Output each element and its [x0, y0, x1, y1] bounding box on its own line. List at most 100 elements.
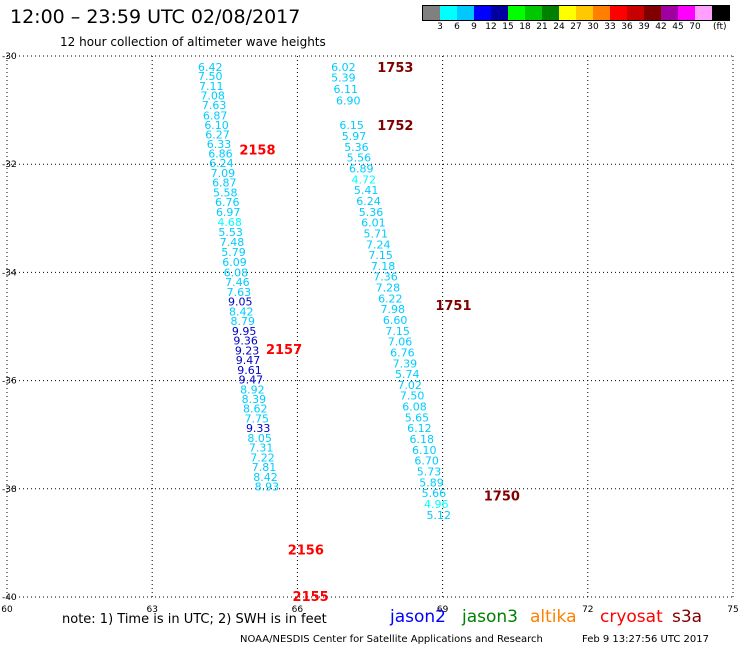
- color-scale-tick-label: 70: [689, 22, 701, 32]
- wave-height-label: 6.60: [383, 314, 408, 327]
- wave-height-label: 5.66: [422, 487, 447, 500]
- legend-jason2: jason2: [390, 607, 446, 627]
- wave-height-label: 6.70: [414, 455, 439, 468]
- wave-height-label: 6.11: [334, 83, 359, 96]
- color-scale-tick-label: 33: [604, 22, 616, 32]
- pass-time-label: 2155: [293, 590, 329, 605]
- wave-height-label: 7.11: [199, 80, 224, 93]
- wave-height-label: 7.06: [388, 336, 413, 349]
- pass-time-label: 2158: [239, 144, 275, 159]
- color-swatch: [457, 6, 474, 20]
- wave-height-label: 7.08: [200, 89, 225, 102]
- color-swatch: [474, 6, 491, 20]
- legend-s3a: s3a: [672, 607, 703, 627]
- color-scale-tick-label: 27: [570, 22, 582, 32]
- wave-height-label: 6.10: [204, 119, 229, 132]
- wave-height-label: 5.71: [364, 227, 389, 240]
- color-scale-tick-label: 30: [587, 22, 599, 32]
- x-tick-label: 69: [437, 605, 449, 615]
- pass-time-label: 2157: [266, 343, 302, 358]
- wave-height-label: 6.33: [207, 138, 232, 151]
- wave-height-label: 9.33: [246, 422, 271, 435]
- wave-height-label: 6.02: [331, 61, 356, 74]
- wave-height-label: 6.01: [361, 217, 386, 230]
- color-swatch: [695, 6, 712, 20]
- color-scale-tick-label: 15: [502, 22, 514, 32]
- y-tick-label: -32: [2, 160, 17, 170]
- pass-time-label: 1753: [377, 61, 413, 76]
- wave-height-label: 7.50: [198, 70, 223, 83]
- wave-height-label: 7.48: [220, 236, 245, 249]
- wave-height-label: 7.46: [225, 276, 250, 289]
- wave-height-label: 6.12: [407, 422, 432, 435]
- wave-height-label: 7.36: [373, 271, 398, 284]
- wave-height-label: 5.65: [405, 411, 430, 424]
- wave-height-label: 8.42: [253, 471, 278, 484]
- wave-height-label: 5.79: [221, 246, 246, 259]
- wave-height-label: 4.72: [351, 173, 376, 186]
- wave-height-label: 5.73: [417, 465, 442, 478]
- legend-jason3: jason3: [462, 607, 518, 627]
- footer-generated-time: Feb 9 13:27:56 UTC 2017: [582, 634, 709, 645]
- wave-height-label: 8.92: [240, 383, 265, 396]
- color-swatch: [491, 6, 508, 20]
- wave-height-label: 6.24: [356, 195, 381, 208]
- wave-height-color-scale: (ft) 3 6 9 12 15 18 21 24 27 30 33 36 39 42 45 70: [422, 5, 730, 33]
- page-subtitle: 12 hour collection of altimeter wave hei…: [60, 35, 326, 49]
- x-tick-label: 60: [1, 605, 13, 615]
- wave-height-label: 6.10: [412, 444, 437, 457]
- footer-note: note: 1) Time is in UTC; 2) SWH is in fe…: [62, 612, 327, 627]
- wave-height-label: 7.18: [371, 260, 396, 273]
- wave-height-label: 7.75: [244, 412, 269, 425]
- color-scale-tick-label: 24: [553, 22, 565, 32]
- wave-height-label: 5.56: [347, 152, 372, 165]
- wave-height-label: 5.36: [344, 141, 369, 154]
- wave-height-label: 8.62: [243, 403, 268, 416]
- color-scale-tick-label: 42: [655, 22, 667, 32]
- pass-time-label: 2156: [288, 543, 324, 558]
- wave-height-label: 9.47: [236, 354, 261, 367]
- wave-height-label: 6.18: [410, 433, 435, 446]
- color-swatch: [559, 6, 576, 20]
- wave-height-label: 5.97: [342, 130, 367, 143]
- color-scale-tick-label: 6: [454, 22, 460, 32]
- color-swatch: [678, 6, 695, 20]
- x-tick-label: 72: [582, 605, 593, 615]
- legend-altika: altika: [530, 607, 577, 627]
- wave-height-label: 7.31: [249, 442, 274, 455]
- color-swatch: [440, 6, 457, 20]
- wave-height-label: 7.24: [366, 238, 391, 251]
- wave-height-label: 7.50: [400, 390, 425, 403]
- color-swatch: [508, 6, 525, 20]
- wave-height-label: 5.53: [218, 226, 243, 239]
- wave-height-label: 6.09: [222, 256, 247, 269]
- color-scale-ticks: (ft) 3 6 9 12 15 18 21 24 27 30 33 36 39 42 45 70: [422, 21, 730, 33]
- wave-height-label: 7.02: [397, 379, 422, 392]
- footer-credit: NOAA/NESDIS Center for Satellite Applica…: [240, 634, 543, 645]
- wave-height-label: 6.15: [339, 119, 364, 132]
- wave-height-label: 5.39: [331, 72, 356, 85]
- legend-cryosat: cryosat: [600, 607, 663, 627]
- wave-height-label: 9.23: [235, 344, 260, 357]
- wave-height-label: 8.39: [242, 393, 267, 406]
- wave-height-label: 6.87: [203, 110, 228, 123]
- wave-height-label: 9.47: [239, 374, 264, 387]
- wave-height-label: 7.28: [376, 282, 401, 295]
- x-tick-label: 63: [146, 605, 157, 615]
- wave-height-label: 8.42: [229, 305, 254, 318]
- pass-time-label: 1751: [435, 299, 471, 314]
- x-tick-label: 75: [727, 605, 738, 615]
- color-swatch: [593, 6, 610, 20]
- wave-height-label: 4.68: [217, 216, 242, 229]
- color-swatch: [610, 6, 627, 20]
- wave-height-label: 9.95: [232, 325, 257, 338]
- wave-height-label: 6.24: [209, 157, 234, 170]
- pass-time-label: 1752: [377, 119, 413, 134]
- wave-height-label: 6.76: [390, 346, 415, 359]
- color-swatch: [644, 6, 661, 20]
- wave-height-label: 7.63: [227, 286, 252, 299]
- wave-height-label: 7.22: [250, 451, 275, 464]
- color-scale-tick-label: 12: [485, 22, 497, 32]
